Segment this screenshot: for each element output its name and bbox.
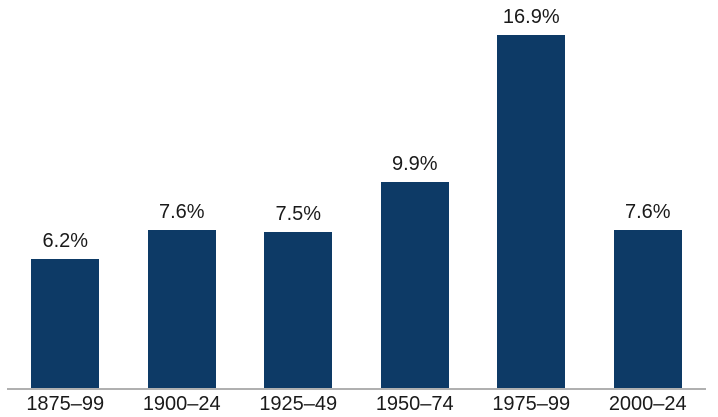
- bar-column: 6.2%: [7, 0, 124, 389]
- bar-value-label: 7.5%: [275, 202, 322, 225]
- bar-value-label: 6.2%: [42, 230, 89, 253]
- bar-value-label: 7.6%: [158, 200, 205, 223]
- bar-column: 7.6%: [124, 0, 241, 389]
- bar-column: 7.5%: [240, 0, 357, 389]
- bar: [380, 181, 449, 389]
- x-axis-tick-label: 1875–99: [26, 393, 105, 415]
- bar-value-label: 9.9%: [391, 152, 438, 175]
- x-axis-tick-label: 1975–99: [492, 393, 571, 415]
- bar-value-label: 7.6%: [624, 200, 671, 223]
- bar: [497, 34, 566, 389]
- x-axis-tick-label: 1900–24: [142, 393, 221, 415]
- bar: [613, 229, 682, 389]
- x-axis-tick-label: 2000–24: [608, 393, 687, 415]
- x-axis-labels: 1875–99 1900–24 1925–49 1950–74 1975–99 …: [7, 394, 706, 414]
- bar-value-label: 16.9%: [502, 5, 560, 28]
- bar-column: 9.9%: [357, 0, 474, 389]
- bar: [147, 229, 216, 389]
- plot-area: 6.2% 7.6% 7.5% 9.9% 16.9% 7.6%: [7, 0, 706, 389]
- bar-column: 16.9%: [473, 0, 590, 389]
- bar: [264, 231, 333, 389]
- x-axis-tick-label: 1925–49: [259, 393, 338, 415]
- bar: [31, 259, 100, 389]
- x-axis-line: [7, 388, 706, 390]
- bar-column: 7.6%: [590, 0, 707, 389]
- x-axis-tick-label: 1950–74: [375, 393, 454, 415]
